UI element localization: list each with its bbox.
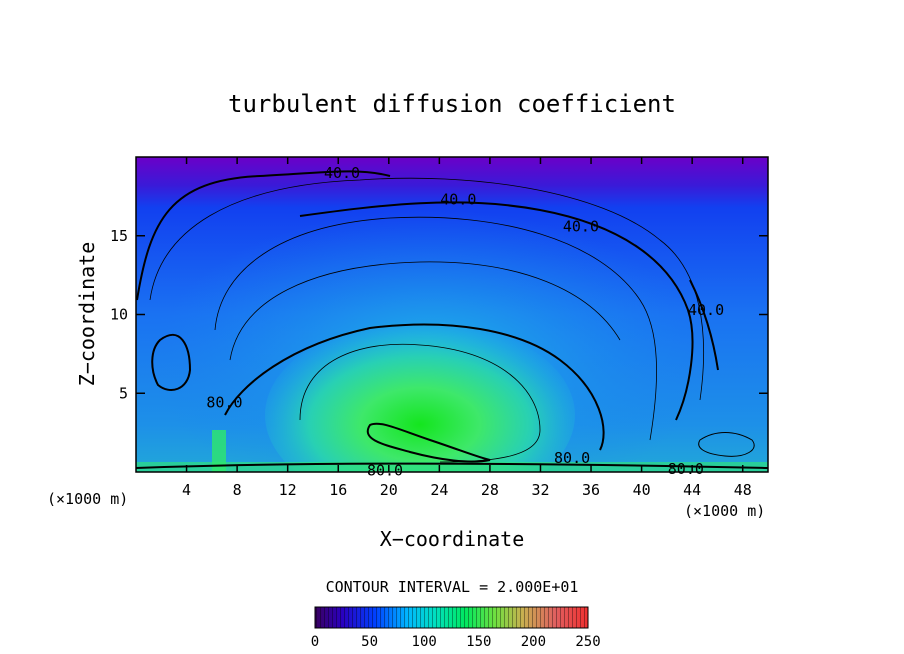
contour-line-thick: [136, 170, 391, 301]
contour-line-thick: [136, 462, 768, 469]
contour-label: 80.0: [554, 449, 590, 467]
contour-label: 40.0: [688, 301, 724, 319]
contour-label: 40.0: [563, 217, 599, 235]
contour-label: 40.0: [324, 164, 360, 182]
y-axis-ticks: 5 10 15: [110, 227, 768, 402]
contour-line-thick: [151, 333, 192, 391]
colorbar-tick-label: 100: [412, 634, 437, 650]
y-unit-label: (×1000 m): [47, 490, 128, 508]
contour-line-thick: [366, 422, 491, 463]
x-tick-label: 8: [233, 481, 242, 499]
x-tick-label: 24: [430, 481, 448, 499]
y-axis-title: Z−coordinate: [75, 242, 99, 387]
x-tick-label: 44: [683, 481, 701, 499]
x-tick-label: 4: [182, 481, 191, 499]
contour-label: 40.0: [440, 191, 476, 209]
field-left-strip: [212, 430, 226, 472]
x-tick-label: 20: [380, 481, 398, 499]
contour-line: [698, 432, 755, 457]
contour-label: 80.0: [206, 394, 242, 412]
y-tick-label: 5: [119, 384, 128, 402]
x-axis-title: X−coordinate: [380, 527, 525, 551]
x-tick-label: 36: [582, 481, 600, 499]
colorbar-tick-label: 50: [361, 634, 378, 650]
colorbar-tick-label: 200: [521, 634, 546, 650]
x-tick-label: 12: [279, 481, 297, 499]
contour-line-thick: [224, 323, 605, 451]
contour-line-thick: [299, 201, 694, 421]
y-tick-label: 15: [110, 227, 128, 245]
colorbar-lines: [315, 607, 588, 628]
colorbar-tick-label: 150: [466, 634, 491, 650]
x-tick-label: 48: [734, 481, 752, 499]
y-tick-label: 10: [110, 306, 128, 324]
colorbar-tick-labels: 0 50 100 150 200 250: [311, 634, 601, 650]
x-tick-label: 32: [531, 481, 549, 499]
contour-line: [214, 216, 657, 441]
x-tick-label: 16: [329, 481, 347, 499]
contour-labels: 40.0 40.0 40.0 40.0 80.0 80.0 80.0 80.0: [206, 164, 724, 480]
colorbar-frame: [314, 606, 589, 629]
contour-interval-label: CONTOUR INTERVAL = 2.000E+01: [326, 578, 579, 596]
x-unit-label: (×1000 m): [684, 502, 765, 520]
plot-area: [136, 157, 768, 472]
contour-line-thick: [689, 279, 719, 371]
field-ground-band: [136, 462, 768, 472]
contour-line: [299, 343, 541, 463]
contour-label: 80.0: [668, 460, 704, 478]
colorbar-tick-label: 250: [575, 634, 600, 650]
x-tick-label: 28: [481, 481, 499, 499]
x-axis-ticks: 4 8 12 16 20 24 28 32 36 40 44 48: [182, 157, 752, 499]
contour-label: 80.0: [367, 461, 403, 479]
colorbar-tick-label: 0: [311, 634, 319, 650]
field-core-region: [265, 320, 575, 472]
chart-title: turbulent diffusion coefficient: [228, 90, 676, 118]
contour-line: [229, 261, 621, 361]
x-tick-label: 40: [633, 481, 651, 499]
